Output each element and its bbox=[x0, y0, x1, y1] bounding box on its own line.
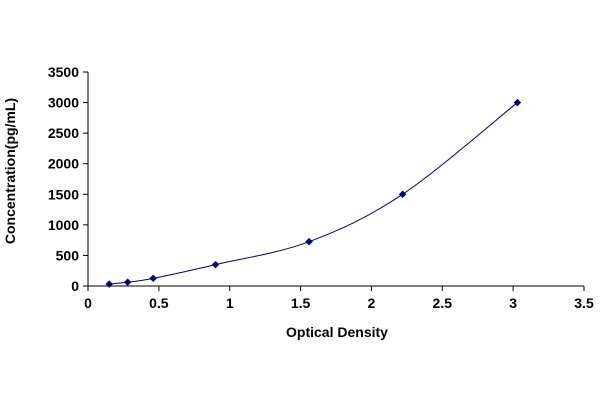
data-point bbox=[398, 190, 407, 199]
data-point bbox=[211, 260, 220, 269]
x-tick-label: 1 bbox=[226, 295, 234, 311]
x-tick-label: 3.5 bbox=[574, 295, 594, 311]
x-tick-label: 0 bbox=[84, 295, 92, 311]
x-tick-label: 0.5 bbox=[149, 295, 169, 311]
y-axis-title: Concentration(pg/mL) bbox=[2, 98, 18, 244]
y-tick-label: 3000 bbox=[48, 95, 79, 111]
y-tick-label: 0 bbox=[71, 278, 79, 294]
data-point bbox=[149, 274, 158, 283]
x-tick-label: 2.5 bbox=[433, 295, 453, 311]
series-line bbox=[109, 102, 518, 285]
y-tick-label: 1000 bbox=[48, 217, 79, 233]
data-point bbox=[105, 280, 114, 288]
x-tick-label: 1.5 bbox=[291, 295, 311, 311]
x-axis: 0 0.5 1 1.5 2 2.5 3 3.5 bbox=[84, 286, 594, 311]
data-points bbox=[105, 98, 522, 288]
y-tick-label: 1500 bbox=[48, 186, 79, 202]
data-point bbox=[513, 98, 522, 107]
y-axis: 0 500 1000 1500 2000 2500 3000 3500 bbox=[48, 64, 88, 294]
data-point bbox=[305, 237, 313, 246]
x-tick-label: 3 bbox=[509, 295, 517, 311]
y-tick-label: 2000 bbox=[48, 156, 79, 172]
plot-area bbox=[87, 72, 584, 287]
y-tick-label: 500 bbox=[56, 247, 80, 263]
y-tick-label: 2500 bbox=[48, 125, 79, 141]
y-tick-label: 3500 bbox=[48, 64, 79, 80]
x-tick-label: 2 bbox=[368, 295, 376, 311]
data-point bbox=[123, 278, 132, 287]
x-axis-title: Optical Density bbox=[286, 324, 388, 340]
